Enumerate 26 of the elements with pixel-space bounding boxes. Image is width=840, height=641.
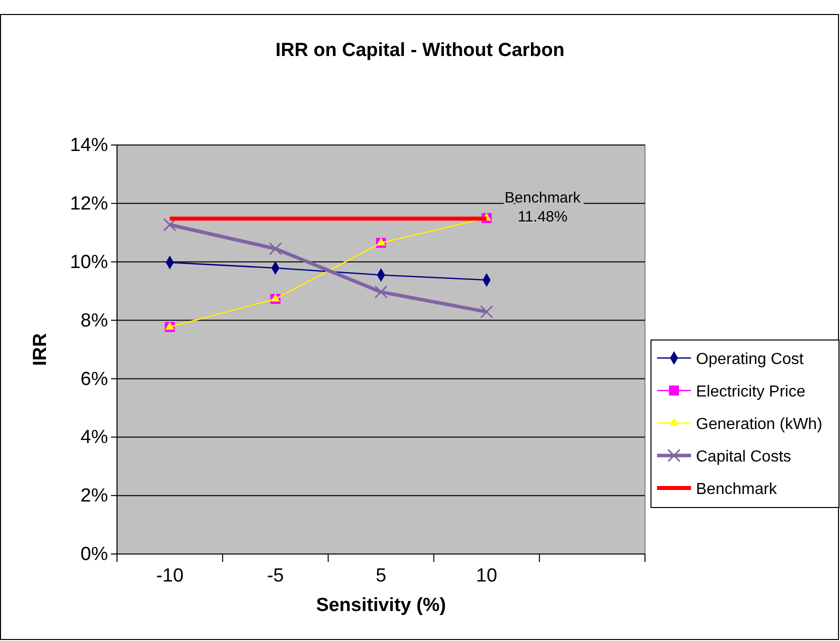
legend-label: Capital Costs (696, 448, 792, 466)
y-tick-label: 10% (70, 252, 108, 273)
y-tick-label: 2% (80, 486, 108, 507)
y-axis-title: IRR (30, 332, 51, 366)
x-tick-label: 10 (476, 565, 498, 586)
point (376, 238, 386, 246)
y-tick-label: 0% (80, 544, 108, 566)
y-tick-label: 4% (80, 427, 108, 448)
x-tick-label: -5 (266, 565, 284, 586)
legend-label: Benchmark (696, 481, 778, 498)
annotation: Benchmark 11.48% (504, 190, 582, 226)
legend-label: Electricity Price (696, 384, 806, 400)
point (374, 285, 388, 299)
legend-label: Operating Cost (696, 351, 804, 368)
point (163, 218, 176, 232)
point (480, 305, 494, 318)
y-tick-label: 12% (70, 194, 108, 215)
y-tick-label: 14% (70, 135, 108, 156)
x-tick-label: 5 (376, 565, 386, 586)
y-tick-label: 8% (80, 310, 108, 332)
x-axis-title: Sensitivity (%) (316, 595, 446, 616)
y-tick-label: 6% (80, 368, 108, 390)
chart-title: IRR on Capital - Without Carbon (275, 40, 565, 61)
point (268, 242, 282, 256)
x-tick-label: -10 (156, 565, 184, 586)
legend-label: Generation (kWh) (696, 416, 822, 433)
